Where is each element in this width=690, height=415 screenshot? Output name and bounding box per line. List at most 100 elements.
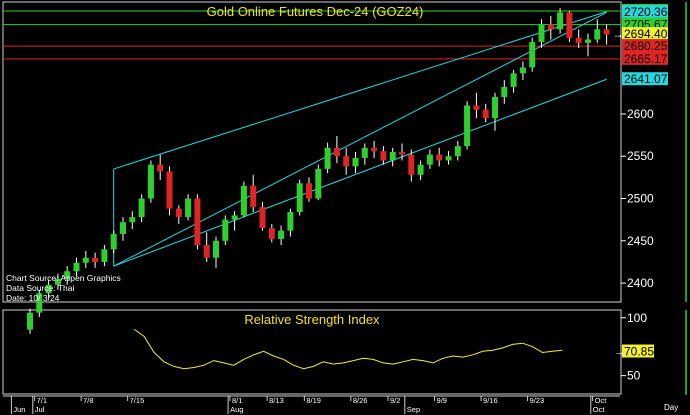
candle-body	[603, 29, 610, 35]
candle-body	[45, 284, 52, 294]
candle-body	[473, 105, 480, 110]
candle-body	[399, 152, 405, 155]
candle-body	[203, 245, 210, 258]
x-tick-label: 8/1	[232, 396, 242, 405]
candle-body	[287, 212, 294, 231]
month-label: Jul	[35, 405, 45, 414]
x-tick-label: Oct	[595, 396, 608, 405]
candle-body	[510, 73, 517, 87]
x-tick-label: 8/13	[269, 396, 284, 405]
candle-body	[92, 257, 99, 262]
price-layer: →	[3, 8, 624, 334]
x-tick-label: 9/23	[530, 396, 545, 405]
candle-body	[27, 312, 33, 330]
candle-body	[222, 219, 229, 241]
x-tick-label: 7/15	[130, 396, 145, 405]
x-tick-label: 9/16	[483, 396, 498, 405]
y-tick-label: 2550	[627, 149, 654, 163]
trend-channel-line	[113, 11, 607, 170]
rsi-y-tick-label: 50	[627, 369, 641, 383]
candle-body	[278, 230, 285, 240]
candle-body	[352, 157, 359, 167]
last-price-marker: →	[612, 27, 624, 41]
candle-body	[120, 222, 126, 235]
price-tag-label: 2641.07	[624, 72, 668, 86]
source-line-1: Chart Source: Aspen Graphics	[6, 273, 121, 283]
price-panel	[2, 1, 622, 303]
candle-body	[213, 240, 219, 258]
candle-body	[343, 156, 350, 167]
candle-body	[36, 293, 43, 313]
candle-body	[575, 37, 582, 43]
candle-body	[315, 168, 322, 199]
month-label: Sep	[407, 405, 420, 414]
rsi-y-tick-label: 100	[627, 311, 647, 325]
x-tick-label: 9/2	[390, 396, 400, 405]
x-tick-label: 7/1	[37, 396, 47, 405]
rsi-line	[133, 328, 563, 370]
candle-body	[547, 24, 554, 30]
candle-body	[557, 12, 564, 30]
candle-body	[585, 39, 591, 43]
y-tick-label: 2500	[627, 192, 654, 206]
candle-body	[101, 249, 108, 262]
candle-body	[194, 198, 201, 246]
x-tick-label: 7/8	[83, 396, 93, 405]
rsi-current-label: 70.85	[624, 345, 654, 359]
x-axis-strip	[0, 395, 690, 415]
price-tag	[622, 27, 668, 41]
rsi-current-tag	[622, 344, 654, 358]
candle-body	[566, 12, 573, 38]
rsi-layer	[133, 328, 563, 370]
candle-body	[147, 164, 154, 199]
x-tick-label: 8/26	[353, 396, 368, 405]
candle-body	[129, 217, 136, 223]
month-label: Aug	[230, 405, 243, 414]
candle-body	[426, 154, 433, 165]
price-tag-label: 2665.17	[624, 52, 668, 66]
candle-body	[501, 86, 508, 98]
month-label: Jun	[13, 405, 25, 414]
x-tick-label: 8/19	[306, 396, 321, 405]
price-tag	[622, 72, 668, 86]
rsi-current-marker: →	[614, 345, 626, 359]
candle-body	[529, 42, 536, 68]
price-tag-label: 2720.36	[624, 5, 668, 19]
price-tag	[622, 5, 668, 19]
candle-body	[64, 271, 71, 279]
candle-body	[157, 164, 164, 172]
candle-body	[175, 208, 182, 218]
candle-body	[538, 24, 545, 43]
candle-body	[417, 164, 424, 175]
candle-body	[445, 156, 452, 161]
candle-body	[185, 198, 192, 218]
candle-body	[240, 185, 247, 216]
x-tick-label: 9/9	[437, 396, 447, 405]
candle-body	[250, 185, 257, 207]
price-tag	[622, 51, 668, 65]
candle-body	[594, 29, 601, 40]
month-label: Oct	[593, 405, 606, 414]
candle-body	[110, 234, 117, 250]
y-tick-label: 2600	[627, 107, 654, 121]
candle-body	[231, 215, 238, 220]
candle-body	[333, 147, 340, 157]
candle-body	[482, 109, 489, 119]
candle-body	[380, 151, 387, 161]
candle-body	[296, 183, 303, 213]
candle-body	[82, 257, 89, 263]
x-unit-label: Day	[664, 403, 678, 412]
candle-body	[324, 147, 331, 169]
candle-body	[306, 183, 312, 199]
rsi-title: Relative Strength Index	[244, 312, 380, 327]
price-tag-label: 2694.40	[624, 27, 668, 41]
candle-body	[259, 206, 266, 229]
chart-title: Gold Online Futures Dec-24 (GOZ24)	[207, 4, 424, 19]
candle-body	[436, 154, 443, 161]
candle-body	[371, 147, 378, 152]
candle-body	[464, 105, 471, 147]
candle-body	[408, 154, 415, 175]
candle-body	[54, 278, 61, 285]
source-line-3: Date: 10/ 3/24	[6, 293, 60, 303]
